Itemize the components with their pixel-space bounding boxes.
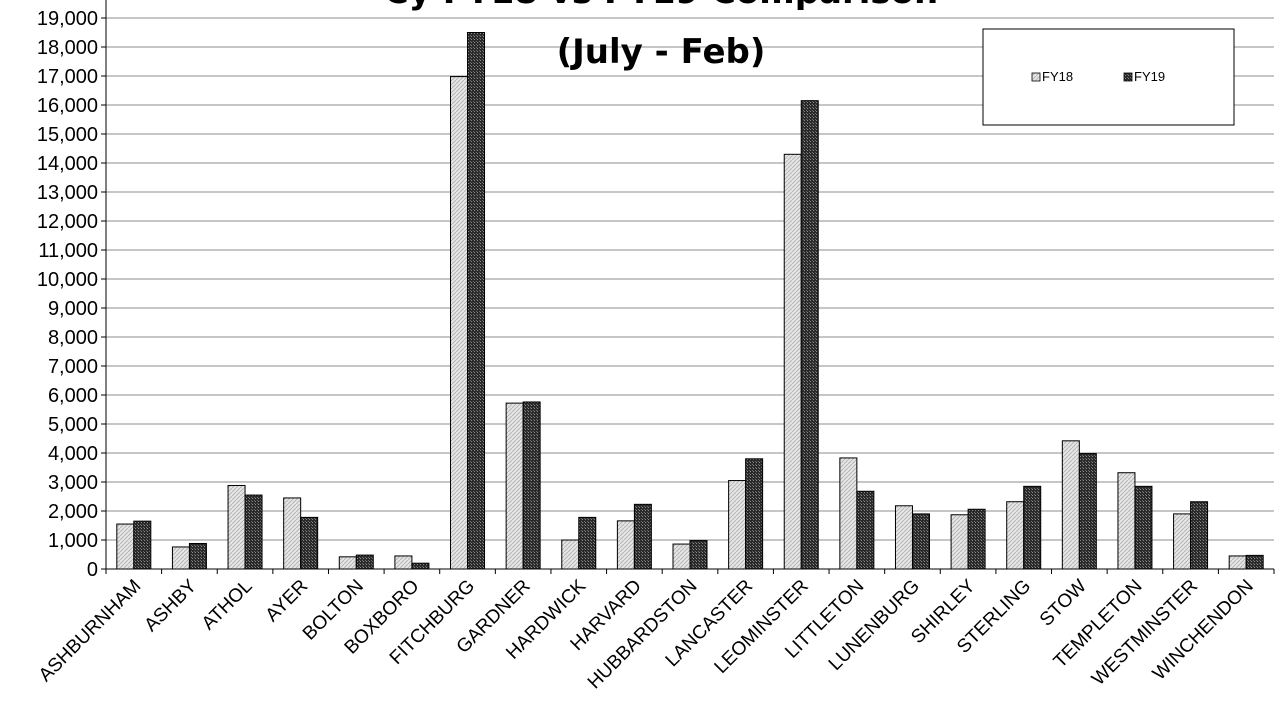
bar-fy19-westminster	[1190, 501, 1209, 570]
bar-fy18-shirley	[950, 514, 969, 570]
bar-fy19-ashburnham	[133, 520, 152, 570]
bar-fy19-bolton	[355, 554, 374, 570]
bar-fy18-winchendon	[1228, 555, 1247, 570]
y-tick-label: 10,000	[37, 269, 98, 291]
legend-swatch-fy18	[1031, 72, 1041, 82]
chart-title-line-2: (July - Feb)	[557, 32, 766, 72]
y-tick-label: 18,000	[37, 37, 98, 59]
bar-fy19-gardner	[522, 401, 541, 570]
bar-fy18-leominster	[783, 153, 802, 570]
bar-fy19-shirley	[967, 508, 986, 570]
bar-fy19-hubbardston	[689, 540, 708, 570]
bar-fy19-lunenburg	[911, 513, 930, 570]
legend-box	[982, 28, 1235, 126]
x-tick-label: AYER	[262, 576, 312, 626]
legend-swatch-fy19	[1123, 72, 1133, 82]
bar-fy18-templeton	[1117, 472, 1136, 570]
bar-fy19-templeton	[1134, 485, 1153, 570]
bar-fy18-fitchburg	[450, 76, 469, 570]
bar-fy19-sterling	[1023, 485, 1042, 570]
bar-fy19-littleton	[856, 490, 875, 570]
bar-fy19-ayer	[300, 516, 319, 570]
y-tick-label: 12,000	[37, 211, 98, 233]
bar-fy18-lunenburg	[894, 505, 913, 570]
legend-label-fy19: FY19	[1134, 69, 1165, 84]
y-tick-label: 9,000	[48, 298, 98, 320]
legend: FY18 FY19	[982, 28, 1235, 126]
y-tick-label: 14,000	[37, 153, 98, 175]
y-tick-label: 0	[87, 559, 98, 581]
y-tick-label: 16,000	[37, 95, 98, 117]
x-tick-label: ASHBURNHAM	[35, 576, 145, 686]
bar-fy18-hubbardston	[672, 543, 691, 570]
bar-fy19-hardwick	[578, 516, 597, 570]
y-tick-label: 1,000	[48, 530, 98, 552]
bar-fy18-westminster	[1173, 513, 1192, 570]
y-tick-label: 17,000	[37, 66, 98, 88]
bar-fy19-lancaster	[745, 458, 764, 570]
bar-fy18-gardner	[505, 402, 524, 570]
bar-fy19-leominster	[800, 100, 819, 570]
gridlines	[106, 17, 1274, 541]
y-tick-label: 6,000	[48, 385, 98, 407]
x-tick-label: WINCHENDON	[1149, 576, 1258, 685]
x-tick-label: STOW	[1036, 576, 1091, 631]
bar-fy19-fitchburg	[467, 32, 486, 570]
bar-fy19-ashby	[188, 542, 207, 570]
y-tick-label: 13,000	[37, 182, 98, 204]
y-tick-label: 3,000	[48, 472, 98, 494]
y-tick-label: 7,000	[48, 356, 98, 378]
legend-label-fy18: FY18	[1042, 69, 1073, 84]
y-tick-label: 5,000	[48, 414, 98, 436]
bar-fy18-athol	[227, 484, 246, 570]
bar-fy19-athol	[244, 494, 263, 570]
bars	[116, 32, 1264, 570]
bar-fy18-boxboro	[394, 555, 413, 570]
y-axis-ticks: 0 1,000 2,000 3,000 4,000 5,000 6,000 7,000 8,00…	[37, 8, 106, 581]
bar-fy18-ayer	[283, 497, 302, 570]
bar-fy19-harvard	[633, 503, 652, 570]
bar-fy18-hardwick	[561, 539, 580, 570]
chart-title-line-1: Cy FY18 vs FY19 Comparison	[384, 0, 938, 12]
y-tick-label: 2,000	[48, 501, 98, 523]
bar-fy19-stow	[1078, 453, 1097, 570]
bar-fy19-boxboro	[411, 562, 430, 570]
bar-fy18-ashburnham	[116, 523, 135, 570]
y-tick-label: 4,000	[48, 443, 98, 465]
y-tick-label: 19,000	[37, 8, 98, 30]
bar-fy18-lancaster	[728, 480, 747, 570]
y-tick-label: 11,000	[38, 240, 98, 262]
y-tick-label: 8,000	[48, 327, 98, 349]
bar-fy19-winchendon	[1245, 554, 1264, 570]
x-tick-label: ASHBY	[141, 575, 202, 636]
bar-fy18-bolton	[338, 556, 357, 570]
bar-fy18-harvard	[616, 520, 635, 570]
x-tick-label: ATHOL	[198, 576, 257, 635]
bar-fy18-ashby	[171, 546, 190, 570]
bar-fy18-littleton	[839, 457, 858, 570]
bar-fy18-sterling	[1006, 501, 1025, 570]
bar-fy18-stow	[1061, 440, 1080, 570]
y-tick-label: 15,000	[37, 124, 98, 146]
axes	[105, 0, 1275, 574]
